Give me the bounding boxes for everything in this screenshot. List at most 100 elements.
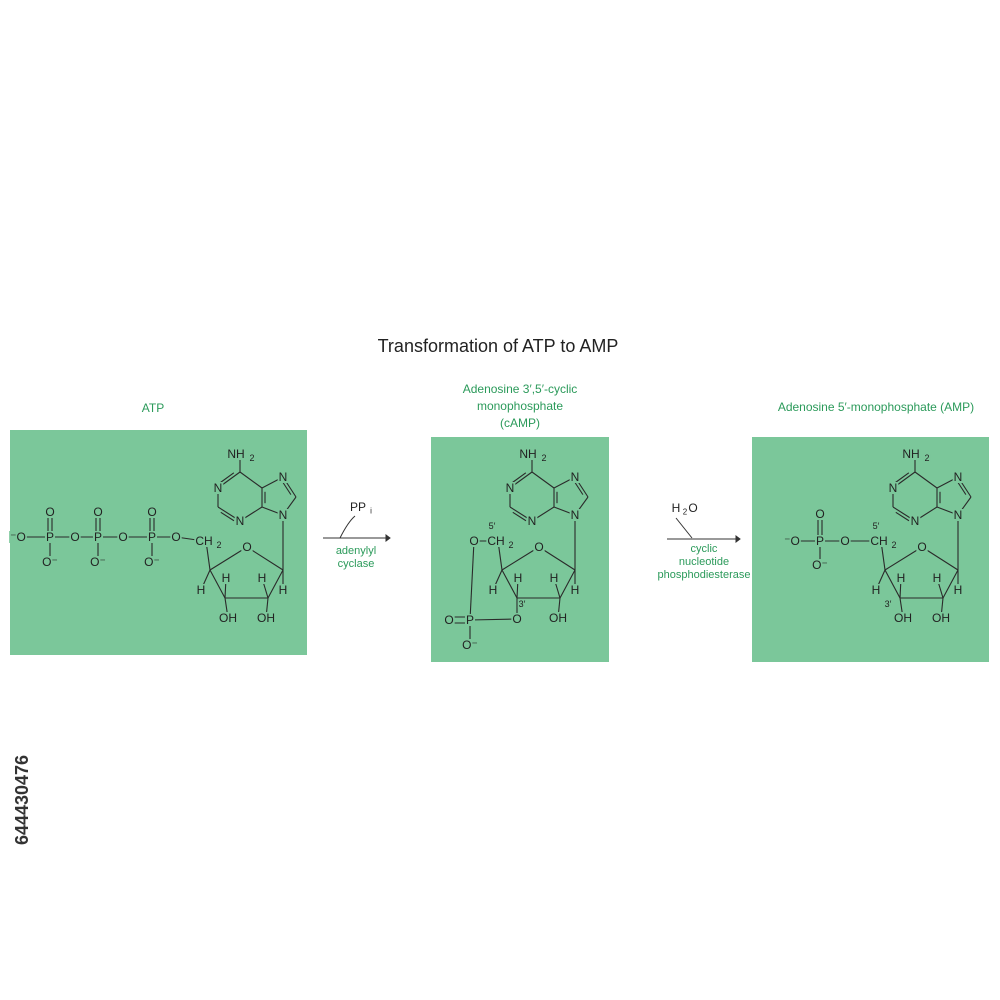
atom-label: O — [534, 540, 543, 554]
atom-label: 3′ — [885, 599, 892, 609]
label-bg — [277, 509, 289, 521]
bond — [559, 569, 576, 599]
label-bg — [901, 448, 921, 460]
label-bg — [215, 541, 223, 549]
atom-label: NH — [902, 447, 919, 461]
atom-label: H — [872, 583, 881, 597]
atom-label: 3′ — [519, 599, 526, 609]
label-bg — [839, 535, 851, 547]
bond — [209, 569, 226, 599]
atom-label: O⁻ — [812, 558, 828, 572]
label-bg — [895, 572, 907, 584]
atom-label: N — [528, 514, 537, 528]
side-text: 644430476 — [12, 755, 32, 845]
atom-label: H — [489, 583, 498, 597]
enzyme-label: cyclase — [338, 558, 375, 570]
atom-label: P — [46, 530, 54, 544]
reaction-species: PP — [350, 500, 366, 514]
atom-label: P — [816, 534, 824, 548]
label-bg — [486, 535, 506, 547]
atom-label: H — [550, 571, 559, 585]
bond — [267, 569, 284, 599]
label-bg — [512, 572, 524, 584]
atom-label: N — [954, 508, 963, 522]
label-bg — [870, 584, 882, 596]
atom-label: N — [571, 470, 580, 484]
atom-label: N — [214, 481, 223, 495]
bond — [220, 472, 235, 483]
label-bg — [507, 541, 515, 549]
molecule-label: Adenosine 3′,5′-cyclic — [463, 382, 578, 396]
atom-label: O — [171, 530, 180, 544]
atom-label: CH — [870, 534, 887, 548]
label-bg — [923, 454, 931, 462]
atom-label: ⁻O — [10, 530, 26, 544]
atom-label: P — [148, 530, 156, 544]
label-bg — [41, 556, 59, 568]
label-bg — [234, 515, 246, 527]
molecule-label: ATP — [142, 401, 164, 415]
atom-label: OH — [219, 611, 237, 625]
atom-label: 2 — [249, 453, 254, 463]
label-bg — [194, 535, 214, 547]
label-bg — [931, 612, 951, 624]
bond — [469, 540, 475, 621]
bond — [942, 569, 959, 599]
label-bg — [44, 531, 56, 543]
label-bg — [814, 508, 826, 520]
label-bg — [783, 535, 801, 547]
label-bg — [952, 509, 964, 521]
label-bg — [511, 613, 523, 625]
atom-label: H — [197, 583, 206, 597]
label-bg — [443, 614, 455, 626]
atom-label: 2 — [216, 540, 221, 550]
bond — [512, 472, 527, 483]
atom-label: N — [889, 481, 898, 495]
label-bg — [248, 454, 256, 462]
label-bg — [952, 584, 964, 596]
atom-label: N — [911, 514, 920, 528]
bond — [246, 546, 284, 571]
atom-label: O — [147, 505, 156, 519]
label-bg — [504, 482, 516, 494]
label-bg — [517, 600, 527, 608]
bond — [957, 482, 967, 495]
enzyme-label: cyclic — [691, 543, 718, 555]
atom-label: N — [236, 514, 245, 528]
label-bg — [241, 541, 253, 553]
atom-label: O — [70, 530, 79, 544]
bond — [895, 472, 910, 483]
atom-label: H — [954, 583, 963, 597]
atom-label: O — [512, 612, 521, 626]
label-bg — [869, 535, 889, 547]
arrowhead — [735, 535, 741, 543]
label-bg — [195, 584, 207, 596]
label-bg — [931, 572, 943, 584]
reaction-species: H — [672, 501, 681, 515]
atom-label: O — [118, 530, 127, 544]
bond — [220, 511, 235, 522]
label-bg — [256, 612, 276, 624]
label-bg — [69, 531, 81, 543]
atom-label: O⁻ — [462, 638, 478, 652]
label-bg — [146, 506, 158, 518]
reaction-species: 2 — [683, 508, 688, 517]
label-bg — [464, 614, 476, 626]
bond — [895, 511, 910, 522]
bond — [914, 471, 938, 489]
bond — [884, 546, 923, 571]
atom-label: O⁻ — [144, 555, 160, 569]
label-bg — [44, 506, 56, 518]
atom-label: H — [279, 583, 288, 597]
atom-label: O — [444, 613, 453, 627]
bond — [239, 471, 263, 489]
atom-label: P — [94, 530, 102, 544]
atom-label: H — [897, 571, 906, 585]
label-bg — [540, 454, 548, 462]
label-bg — [277, 584, 289, 596]
atom-label: OH — [257, 611, 275, 625]
enzyme-label: nucleotide — [679, 556, 729, 568]
label-bg — [569, 584, 581, 596]
label-bg — [212, 482, 224, 494]
